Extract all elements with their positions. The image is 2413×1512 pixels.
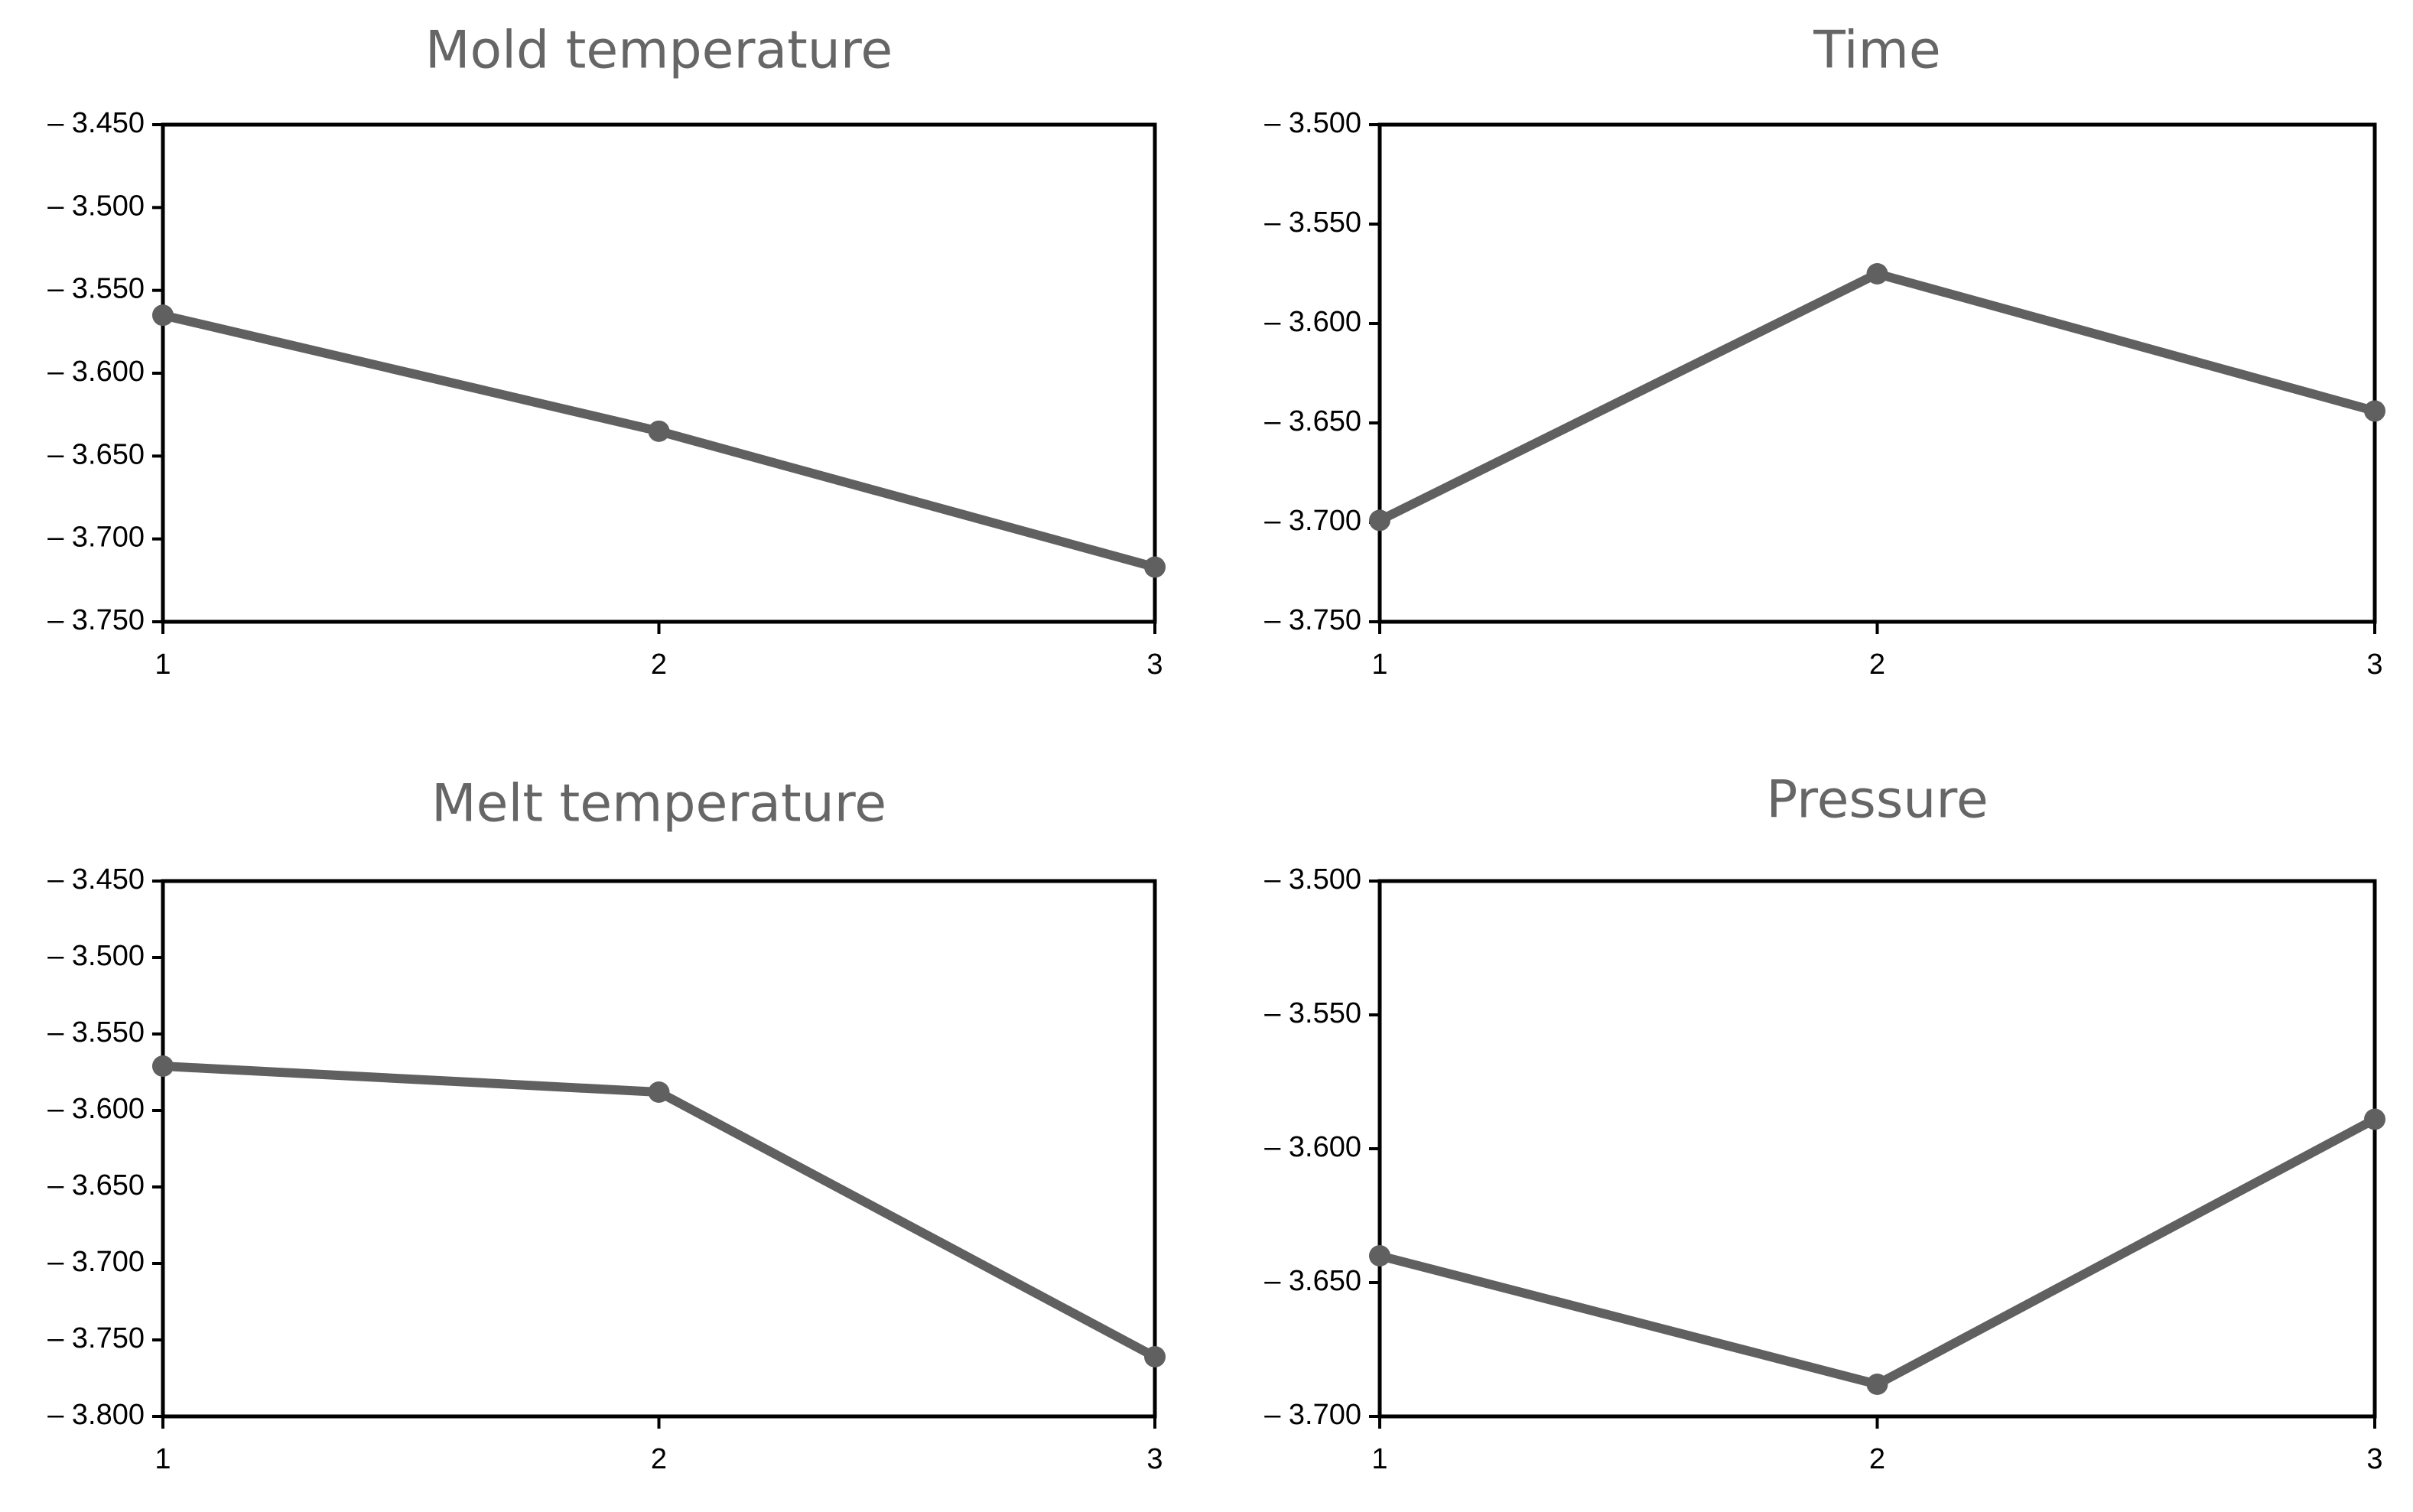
mold-temperature-data-point bbox=[152, 304, 174, 327]
mold-temperature-y-tick-label: – 3.550 bbox=[47, 273, 145, 305]
time-x-tick-label: 3 bbox=[2366, 649, 2382, 681]
mold-temperature-data-point bbox=[648, 420, 670, 442]
mold-temperature-y-tick-label: – 3.450 bbox=[47, 107, 145, 139]
melt-temperature-y-tick-label: – 3.650 bbox=[47, 1169, 145, 1201]
mold-temperature-y-tick-label: – 3.600 bbox=[47, 356, 145, 388]
mold-temperature-data-point bbox=[1144, 556, 1166, 578]
melt-temperature-data-point bbox=[1144, 1346, 1166, 1367]
mold-temperature-plot-frame bbox=[161, 122, 1157, 624]
melt-temperature-chart: Melt temperature – 3.450 – 3.500 – 3.550 – 3… bbox=[47, 774, 1166, 1475]
melt-temperature-y-tick-label: – 3.550 bbox=[47, 1016, 145, 1049]
mold-temperature-title: Mold temperature bbox=[425, 21, 893, 81]
melt-temperature-y-tick-label: – 3.750 bbox=[47, 1322, 145, 1354]
mold-temperature-x-tick-label: 1 bbox=[154, 649, 171, 681]
time-x-tick-label: 2 bbox=[1869, 649, 1885, 681]
mold-temperature-y-tick-label: – 3.700 bbox=[47, 522, 145, 554]
melt-temperature-series-line bbox=[158, 1062, 1159, 1361]
melt-temperature-y-tick-label: – 3.500 bbox=[47, 940, 145, 972]
melt-temperature-data-point bbox=[648, 1081, 670, 1103]
pressure-data-point bbox=[1369, 1245, 1390, 1267]
pressure-title: Pressure bbox=[1766, 770, 1988, 831]
mold-temperature-y-tick-label: – 3.650 bbox=[47, 438, 145, 470]
time-series-line bbox=[1375, 269, 2379, 525]
pressure-plot-frame bbox=[1377, 879, 2377, 1419]
melt-temperature-x-tick-label: 3 bbox=[1146, 1443, 1163, 1475]
melt-temperature-x-tick-label: 1 bbox=[154, 1443, 171, 1475]
melt-temperature-x-tick-label: 2 bbox=[651, 1443, 667, 1475]
pressure-x-tick-label: 2 bbox=[1869, 1443, 1885, 1475]
time-data-point bbox=[1369, 509, 1390, 532]
melt-temperature-y-tick-label: – 3.450 bbox=[47, 863, 145, 896]
melt-temperature-data-point bbox=[152, 1055, 174, 1077]
time-data-point bbox=[2364, 400, 2385, 422]
mold-temperature-y-tick-label: – 3.500 bbox=[47, 190, 145, 222]
mold-temperature-x-tick-label: 3 bbox=[1146, 649, 1163, 681]
pressure-data-point bbox=[2364, 1108, 2385, 1130]
melt-temperature-y-tick-label: – 3.600 bbox=[47, 1093, 145, 1125]
melt-temperature-y-tick-label: – 3.700 bbox=[47, 1246, 145, 1278]
pressure-y-tick-label: – 3.600 bbox=[1264, 1131, 1361, 1163]
time-y-tick-label: – 3.550 bbox=[1264, 206, 1361, 239]
melt-temperature-y-tick-label: – 3.800 bbox=[47, 1399, 145, 1431]
melt-temperature-plot-frame bbox=[161, 879, 1157, 1419]
time-y-tick-label: – 3.750 bbox=[1264, 604, 1361, 636]
pressure-y-tick-label: – 3.700 bbox=[1264, 1399, 1361, 1431]
melt-temperature-title: Melt temperature bbox=[431, 774, 886, 834]
time-title: Time bbox=[1813, 21, 1940, 81]
time-chart: Time – 3.500 – 3.550 – 3.600 – 3.650 – 3.700 –… bbox=[1264, 21, 2385, 681]
pressure-chart: Pressure – 3.500 – 3.550 – 3.600 – 3.650 – 3.… bbox=[1264, 770, 2385, 1475]
time-data-point bbox=[1866, 263, 1888, 285]
pressure-y-tick-label: – 3.650 bbox=[1264, 1265, 1361, 1297]
pressure-x-tick-label: 1 bbox=[1371, 1443, 1387, 1475]
mold-temperature-x-tick-label: 2 bbox=[651, 649, 667, 681]
mold-temperature-y-tick-label: – 3.750 bbox=[47, 604, 145, 636]
time-y-tick-label: – 3.700 bbox=[1264, 505, 1361, 537]
mold-temperature-chart: Mold temperature – 3.450 – 3.500 – 3.550 – 3… bbox=[47, 21, 1166, 681]
time-y-tick-label: – 3.650 bbox=[1264, 405, 1361, 437]
pressure-y-tick-label: – 3.550 bbox=[1264, 997, 1361, 1029]
time-y-tick-label: – 3.600 bbox=[1264, 306, 1361, 338]
time-x-tick-label: 1 bbox=[1371, 649, 1387, 681]
time-y-tick-label: – 3.500 bbox=[1264, 107, 1361, 139]
pressure-series-line bbox=[1375, 1114, 2379, 1389]
pressure-data-point bbox=[1866, 1374, 1888, 1395]
pressure-x-tick-label: 3 bbox=[2366, 1443, 2382, 1475]
pressure-y-tick-label: – 3.500 bbox=[1264, 863, 1361, 896]
